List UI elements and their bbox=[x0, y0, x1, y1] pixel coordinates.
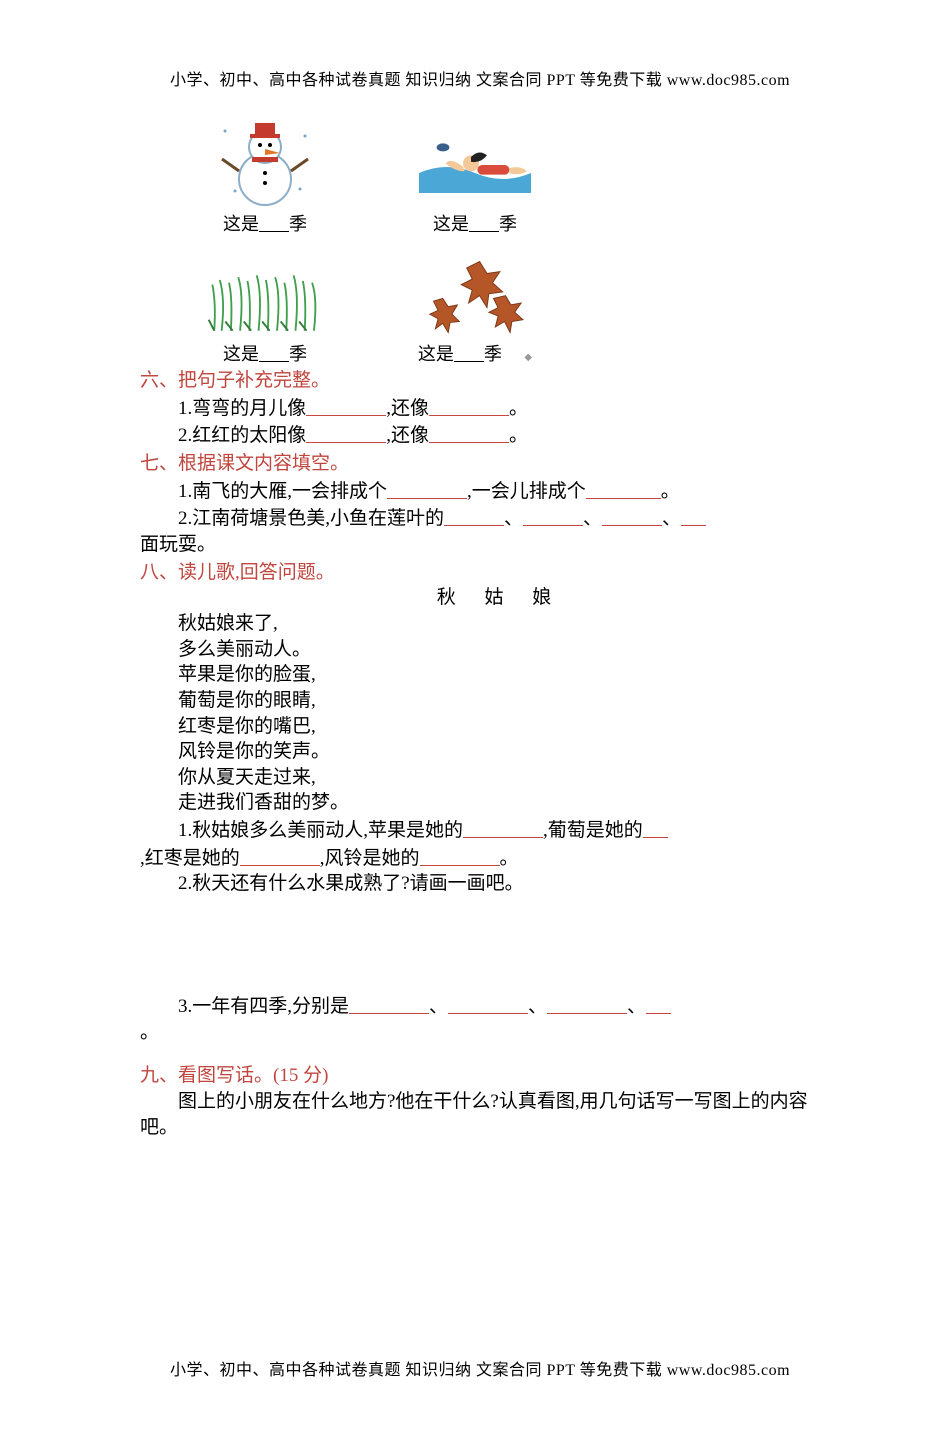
blank bbox=[306, 423, 386, 443]
s8-sep3: 、 bbox=[627, 996, 646, 1017]
blank bbox=[448, 994, 528, 1014]
blank bbox=[387, 479, 467, 499]
poem-title: 秋 姑 娘 bbox=[180, 585, 820, 611]
blank bbox=[523, 506, 583, 526]
blank bbox=[646, 994, 671, 1014]
s7-sep2: 、 bbox=[583, 508, 602, 529]
caption-swim-suf: 季 bbox=[499, 214, 517, 234]
poem-line: 你从夏天走过来, bbox=[140, 765, 820, 791]
caption-grass-suf: 季 bbox=[289, 344, 307, 364]
poem-line: 红枣是你的嘴巴, bbox=[140, 714, 820, 740]
poem-line: 多么美丽动人。 bbox=[140, 637, 820, 663]
section7: 七、根据课文内容填空。 1.南飞的大雁,一会排成个 ,一会儿排成个 。 2.江南荷塘… bbox=[140, 451, 820, 558]
s7-q1-c: 。 bbox=[661, 481, 680, 502]
blank bbox=[240, 846, 320, 866]
s7-q2-a: 2.江南荷塘景色美,小鱼在莲叶的 bbox=[178, 508, 444, 529]
blank bbox=[420, 846, 500, 866]
blank bbox=[681, 506, 706, 526]
s6-q1-pre: 1.弯弯的月儿像 bbox=[178, 398, 306, 419]
page-footer: 小学、初中、高中各种试卷真题 知识归纳 文案合同 PPT 等免费下载 www.d… bbox=[140, 1360, 820, 1382]
section8-title: 八、读儿歌,回答问题。 bbox=[140, 560, 820, 586]
s8-q1-a: 1.秋姑娘多么美丽动人,苹果是她的 bbox=[178, 820, 463, 841]
s8-q1-b: ,葡萄是她的 bbox=[543, 820, 643, 841]
snowman-image bbox=[205, 114, 325, 209]
s6-q2-mid: ,还像 bbox=[386, 425, 429, 446]
poem-line: 苹果是你的脸蛋, bbox=[140, 662, 820, 688]
grass-image bbox=[205, 244, 325, 339]
poem-line: 葡萄是你的眼睛, bbox=[140, 688, 820, 714]
blank bbox=[469, 213, 499, 232]
s7-q1-a: 1.南飞的大雁,一会排成个 bbox=[178, 481, 387, 502]
section8: 八、读儿歌,回答问题。 秋 姑 娘 秋姑娘来了, 多么美丽动人。 苹果是你的脸蛋… bbox=[140, 560, 820, 1046]
blank bbox=[349, 994, 429, 1014]
s6-q1-mid: ,还像 bbox=[386, 398, 429, 419]
s8-q3-end: 。 bbox=[140, 1020, 820, 1046]
blank bbox=[547, 994, 627, 1014]
s8-sep2: 、 bbox=[528, 996, 547, 1017]
poem-line: 风铃是你的笑声。 bbox=[140, 739, 820, 765]
poem-line: 秋姑娘来了, bbox=[140, 611, 820, 637]
caption-snowman-suf: 季 bbox=[289, 214, 307, 234]
section9-body: 图上的小朋友在什么地方?他在干什么?认真看图,用几句话写一写图上的内容吧。 bbox=[140, 1089, 820, 1140]
s7-sep1: 、 bbox=[504, 508, 523, 529]
s7-sep3: 、 bbox=[662, 508, 681, 529]
blank bbox=[463, 818, 543, 838]
s6-q2-end: 。 bbox=[509, 425, 528, 446]
blank bbox=[429, 396, 509, 416]
page: 小学、初中、高中各种试卷真题 知识归纳 文案合同 PPT 等免费下载 www.d… bbox=[0, 0, 950, 1442]
s8-q1-d: ,风铃是她的 bbox=[320, 848, 420, 869]
caption-leaves-pre: 这是 bbox=[418, 344, 454, 364]
page-header: 小学、初中、高中各种试卷真题 知识归纳 文案合同 PPT 等免费下载 www.d… bbox=[140, 70, 820, 92]
s6-q2-pre: 2.红红的太阳像 bbox=[178, 425, 306, 446]
caption-swim-pre: 这是 bbox=[433, 214, 469, 234]
blank bbox=[643, 818, 668, 838]
img-swim-cell: 这是 季 bbox=[400, 114, 550, 236]
blank bbox=[444, 506, 504, 526]
section5-images: 这是季 这是季 bbox=[140, 114, 820, 367]
blank bbox=[602, 506, 662, 526]
img-leaves-cell: 这是 季 ◆ bbox=[400, 244, 550, 366]
s8-q3-a: 3.一年有四季,分别是 bbox=[178, 996, 349, 1017]
img-snowman-cell: 这是 季 bbox=[190, 114, 340, 236]
s8-q2: 2.秋天还有什么水果成熟了?请画一画吧。 bbox=[140, 871, 820, 897]
section6: 六、把句子补充完整。 1.弯弯的月儿像,还像。 2.红红的太阳像,还像。 bbox=[140, 368, 820, 449]
blank bbox=[586, 479, 661, 499]
swim-image bbox=[415, 114, 535, 209]
section6-title: 六、把句子补充完整。 bbox=[140, 368, 820, 394]
blank bbox=[259, 213, 289, 232]
leaves-image bbox=[415, 244, 535, 339]
section9-title: 九、看图写话。(15 分) bbox=[140, 1063, 820, 1089]
s8-q1-e: 。 bbox=[500, 848, 519, 869]
trailing-dot: ◆ bbox=[524, 352, 532, 363]
section9: 九、看图写话。(15 分) 图上的小朋友在什么地方?他在干什么?认真看图,用几句… bbox=[140, 1063, 820, 1140]
s6-q1-end: 。 bbox=[509, 398, 528, 419]
img-grass-cell: 这是 季 bbox=[190, 244, 340, 366]
s8-q1-c: ,红枣是她的 bbox=[140, 848, 240, 869]
blank bbox=[306, 396, 386, 416]
caption-snowman-pre: 这是 bbox=[223, 214, 259, 234]
caption-grass-pre: 这是 bbox=[223, 344, 259, 364]
section7-title: 七、根据课文内容填空。 bbox=[140, 451, 820, 477]
blank bbox=[429, 423, 509, 443]
s7-q2-tail: 面玩耍。 bbox=[140, 532, 820, 558]
s7-q1-b: ,一会儿排成个 bbox=[467, 481, 586, 502]
caption-leaves-suf: 季 bbox=[484, 344, 502, 364]
poem-line: 走进我们香甜的梦。 bbox=[140, 790, 820, 816]
drawing-space bbox=[140, 897, 820, 992]
blank bbox=[454, 343, 484, 362]
blank bbox=[259, 343, 289, 362]
s8-sep1: 、 bbox=[429, 996, 448, 1017]
